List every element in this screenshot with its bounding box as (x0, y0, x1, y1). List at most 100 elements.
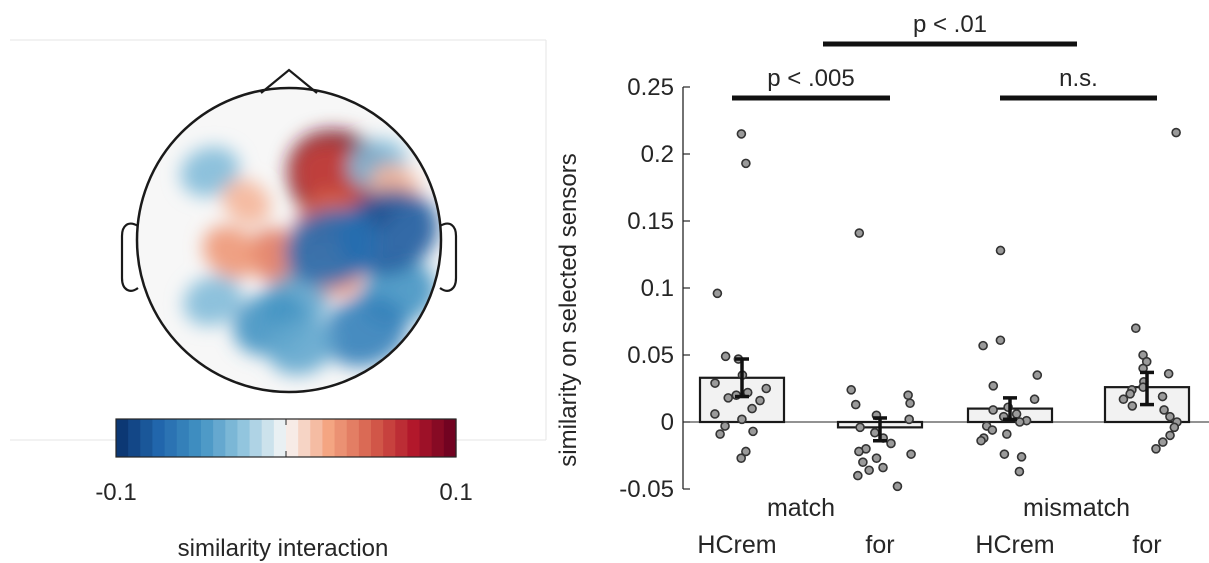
colorbar-step (213, 419, 226, 457)
data-point (976, 435, 986, 446)
bar-group-mismatch-for (1103, 127, 1191, 454)
topography-panel: -0.1 0.1 similarity interaction (10, 39, 547, 562)
colorbar-step (249, 419, 263, 457)
colorbar-step (116, 419, 129, 457)
topography-blob (322, 295, 408, 367)
colorbar-step (176, 419, 190, 457)
colorbar-step (286, 419, 299, 457)
y-tick-label: 0.2 (641, 141, 674, 168)
colorbar-step (322, 419, 336, 457)
data-point (987, 425, 998, 435)
data-point (723, 393, 734, 403)
y-tick-label: 0.05 (627, 342, 674, 369)
data-point (1002, 429, 1012, 439)
colorbar-step (152, 419, 166, 457)
data-point (1159, 405, 1169, 415)
data-point (737, 414, 747, 425)
data-point (1158, 437, 1168, 447)
bars (698, 127, 1191, 492)
colorbar-step (201, 419, 214, 457)
bar-group-match-for (836, 228, 924, 492)
data-point (988, 405, 998, 415)
topography-blob (183, 275, 243, 326)
data-point (858, 457, 868, 468)
colorbar-step (383, 419, 396, 457)
colorbar-step (371, 419, 384, 457)
group-label-match: match (767, 494, 835, 522)
bar-group-match-HCrem (698, 129, 786, 463)
significance-label: p < .005 (767, 65, 854, 92)
colorbar-step (188, 419, 202, 457)
data-point (1163, 368, 1174, 379)
colorbar-step (164, 419, 178, 457)
significance-label: p < .01 (913, 11, 987, 38)
data-point (854, 228, 865, 238)
y-tick-label: 0.15 (627, 208, 674, 235)
data-point (846, 385, 857, 395)
data-point (878, 462, 888, 473)
data-point (1125, 389, 1135, 399)
condition-labels: match mismatch HCrem for HCrem for (697, 494, 1161, 559)
colorbar-step (237, 419, 251, 457)
y-tick-label: -0.05 (619, 476, 674, 503)
data-point (736, 129, 747, 139)
data-point (870, 427, 880, 438)
y-axis: -0.05 0 0.05 0.1 0.15 0.2 0.25 (619, 74, 1209, 503)
category-label: HCrem (697, 531, 776, 559)
data-point (854, 446, 864, 457)
data-point (748, 426, 758, 437)
colorbar-step (261, 419, 275, 457)
group-label-mismatch: mismatch (1023, 494, 1130, 522)
bar-group-mismatch-HCrem (966, 245, 1054, 477)
colorbar-step (443, 419, 457, 457)
colorbar-step (273, 419, 287, 457)
data-point (736, 453, 746, 463)
data-point (995, 245, 1006, 256)
topography-map (137, 88, 441, 392)
colorbar-step (407, 419, 421, 457)
colorbar-step (395, 419, 409, 457)
data-point (871, 453, 882, 463)
colorbar-step (346, 419, 360, 457)
data-point (761, 383, 772, 394)
data-point (710, 378, 720, 388)
data-point (1165, 411, 1175, 422)
y-axis-title: similarity on selected sensors (555, 153, 582, 466)
data-point (850, 399, 861, 410)
data-point (892, 481, 903, 492)
data-point (1165, 430, 1175, 441)
colorbar: -0.1 0.1 similarity interaction (95, 418, 473, 562)
y-tick-label: 0.25 (627, 74, 674, 101)
data-point (1151, 443, 1161, 454)
data-point (906, 449, 916, 459)
y-tick-label: 0.1 (641, 275, 674, 302)
data-point (904, 414, 914, 425)
colorbar-step (310, 419, 324, 457)
topography-blob (267, 317, 335, 375)
data-point (864, 465, 874, 476)
data-point (1118, 394, 1129, 405)
data-point (710, 409, 720, 419)
data-point (747, 403, 757, 414)
right-ear-outline (439, 222, 458, 292)
data-point (903, 390, 913, 401)
significance-label: n.s. (1059, 65, 1098, 92)
data-point (720, 351, 731, 362)
data-point (741, 446, 751, 457)
colorbar-step (298, 419, 311, 457)
topography-blob (180, 146, 240, 197)
data-point (720, 421, 730, 431)
data-point (1029, 394, 1040, 405)
nose-outline (260, 68, 318, 94)
colorbar-step (128, 419, 141, 457)
data-point (1014, 417, 1025, 427)
data-point (995, 335, 1006, 346)
data-point (1171, 127, 1181, 138)
data-point (755, 395, 765, 406)
category-label: for (1132, 531, 1161, 559)
data-point (741, 158, 751, 169)
data-point (1130, 323, 1141, 334)
left-ear-outline (120, 222, 139, 292)
data-point (905, 398, 915, 409)
